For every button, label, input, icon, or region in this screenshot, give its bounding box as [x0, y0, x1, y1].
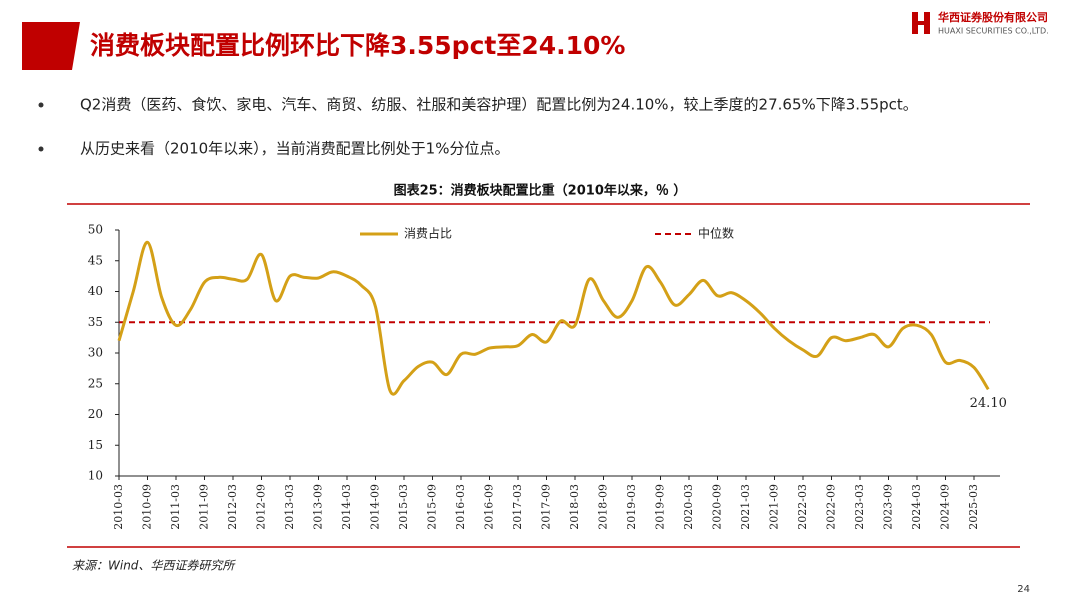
logo-en: HUAXI SECURITIES CO.,LTD. — [938, 27, 1049, 36]
plot: 10 15 20 25 30 35 40 45 50 2010-03 2010-09 2011-03 2… — [88, 223, 1007, 530]
x-tick-label: 2017-03 — [511, 484, 524, 530]
x-tick-label: 2017-09 — [540, 484, 553, 530]
x-tick-label: 2015-09 — [426, 484, 439, 530]
y-tick-label: 40 — [88, 284, 103, 298]
x-tick-label: 2014-03 — [340, 484, 353, 530]
y-tick-label: 25 — [88, 376, 103, 390]
x-tick-label: 2012-03 — [226, 484, 239, 530]
y-tick-label: 50 — [88, 223, 103, 237]
x-tick-label: 2018-09 — [597, 484, 610, 530]
source: 来源：Wind、华西证券研究所 — [72, 559, 236, 573]
y-tick-label: 45 — [88, 253, 103, 267]
x-tick-label: 2013-03 — [283, 484, 296, 530]
x-tick-label: 2016-03 — [454, 484, 467, 530]
x-tick-label: 2020-09 — [711, 484, 724, 530]
legend-label: 消费占比 — [404, 226, 452, 241]
x-tick-label: 2021-09 — [768, 484, 781, 530]
x-tick-label: 2011-09 — [198, 484, 211, 530]
x-tick-label: 2015-03 — [397, 484, 410, 530]
x-tick-label: 2018-03 — [568, 484, 581, 530]
x-tick-label: 2023-09 — [882, 484, 895, 530]
x-tick-label: 2022-03 — [796, 484, 809, 530]
x-tick-label: 2013-09 — [312, 484, 325, 530]
x-tick-label: 2022-09 — [825, 484, 838, 530]
x-tick-label: 2025-03 — [967, 484, 980, 530]
x-tick-label: 2012-09 — [255, 484, 268, 530]
x-tick-label: 2021-03 — [739, 484, 752, 530]
y-tick-label: 30 — [88, 346, 103, 360]
y-tick-label: 15 — [88, 438, 103, 452]
x-tick-label: 2019-09 — [654, 484, 667, 530]
x-tick-label: 2016-09 — [483, 484, 496, 530]
data-label: 24.10 — [970, 396, 1007, 411]
slide-title: 消费板块配置比例环比下降3.55pct至24.10% — [90, 31, 625, 60]
y-tick-label: 35 — [88, 315, 103, 329]
title-marker — [22, 22, 80, 70]
bullet-dot — [38, 146, 44, 152]
x-tick-label: 2024-03 — [910, 484, 923, 530]
x-tick-label: 2024-09 — [939, 484, 952, 530]
page-number: 24 — [1017, 584, 1030, 595]
bullet-dot — [38, 102, 44, 108]
logo — [912, 12, 930, 34]
x-tick-label: 2010-09 — [141, 484, 154, 530]
x-tick-label: 2019-03 — [625, 484, 638, 530]
bullet: Q2消费（医药、食饮、家电、汽车、商贸、纺服、社服和美容护理）配置比例为24.1… — [80, 96, 918, 114]
series-line — [117, 240, 990, 396]
x-tick-label: 2023-03 — [853, 484, 866, 530]
x-tick-label: 2011-03 — [169, 484, 182, 530]
chart-title: 图表25：消费板块配置比重（2010年以来，％ ） — [394, 183, 687, 199]
y-tick-label: 10 — [88, 469, 103, 483]
x-tick-label: 2014-09 — [369, 484, 382, 530]
logo-cn: 华西证券股份有限公司 — [938, 10, 1048, 24]
y-tick-label: 20 — [88, 407, 103, 421]
x-tick-label: 2010-03 — [112, 484, 125, 530]
legend-label: 中位数 — [698, 226, 734, 241]
x-tick-label: 2020-03 — [682, 484, 695, 530]
bullet: 从历史来看（2010年以来），当前消费配置比例处于1%分位点。 — [80, 140, 509, 158]
